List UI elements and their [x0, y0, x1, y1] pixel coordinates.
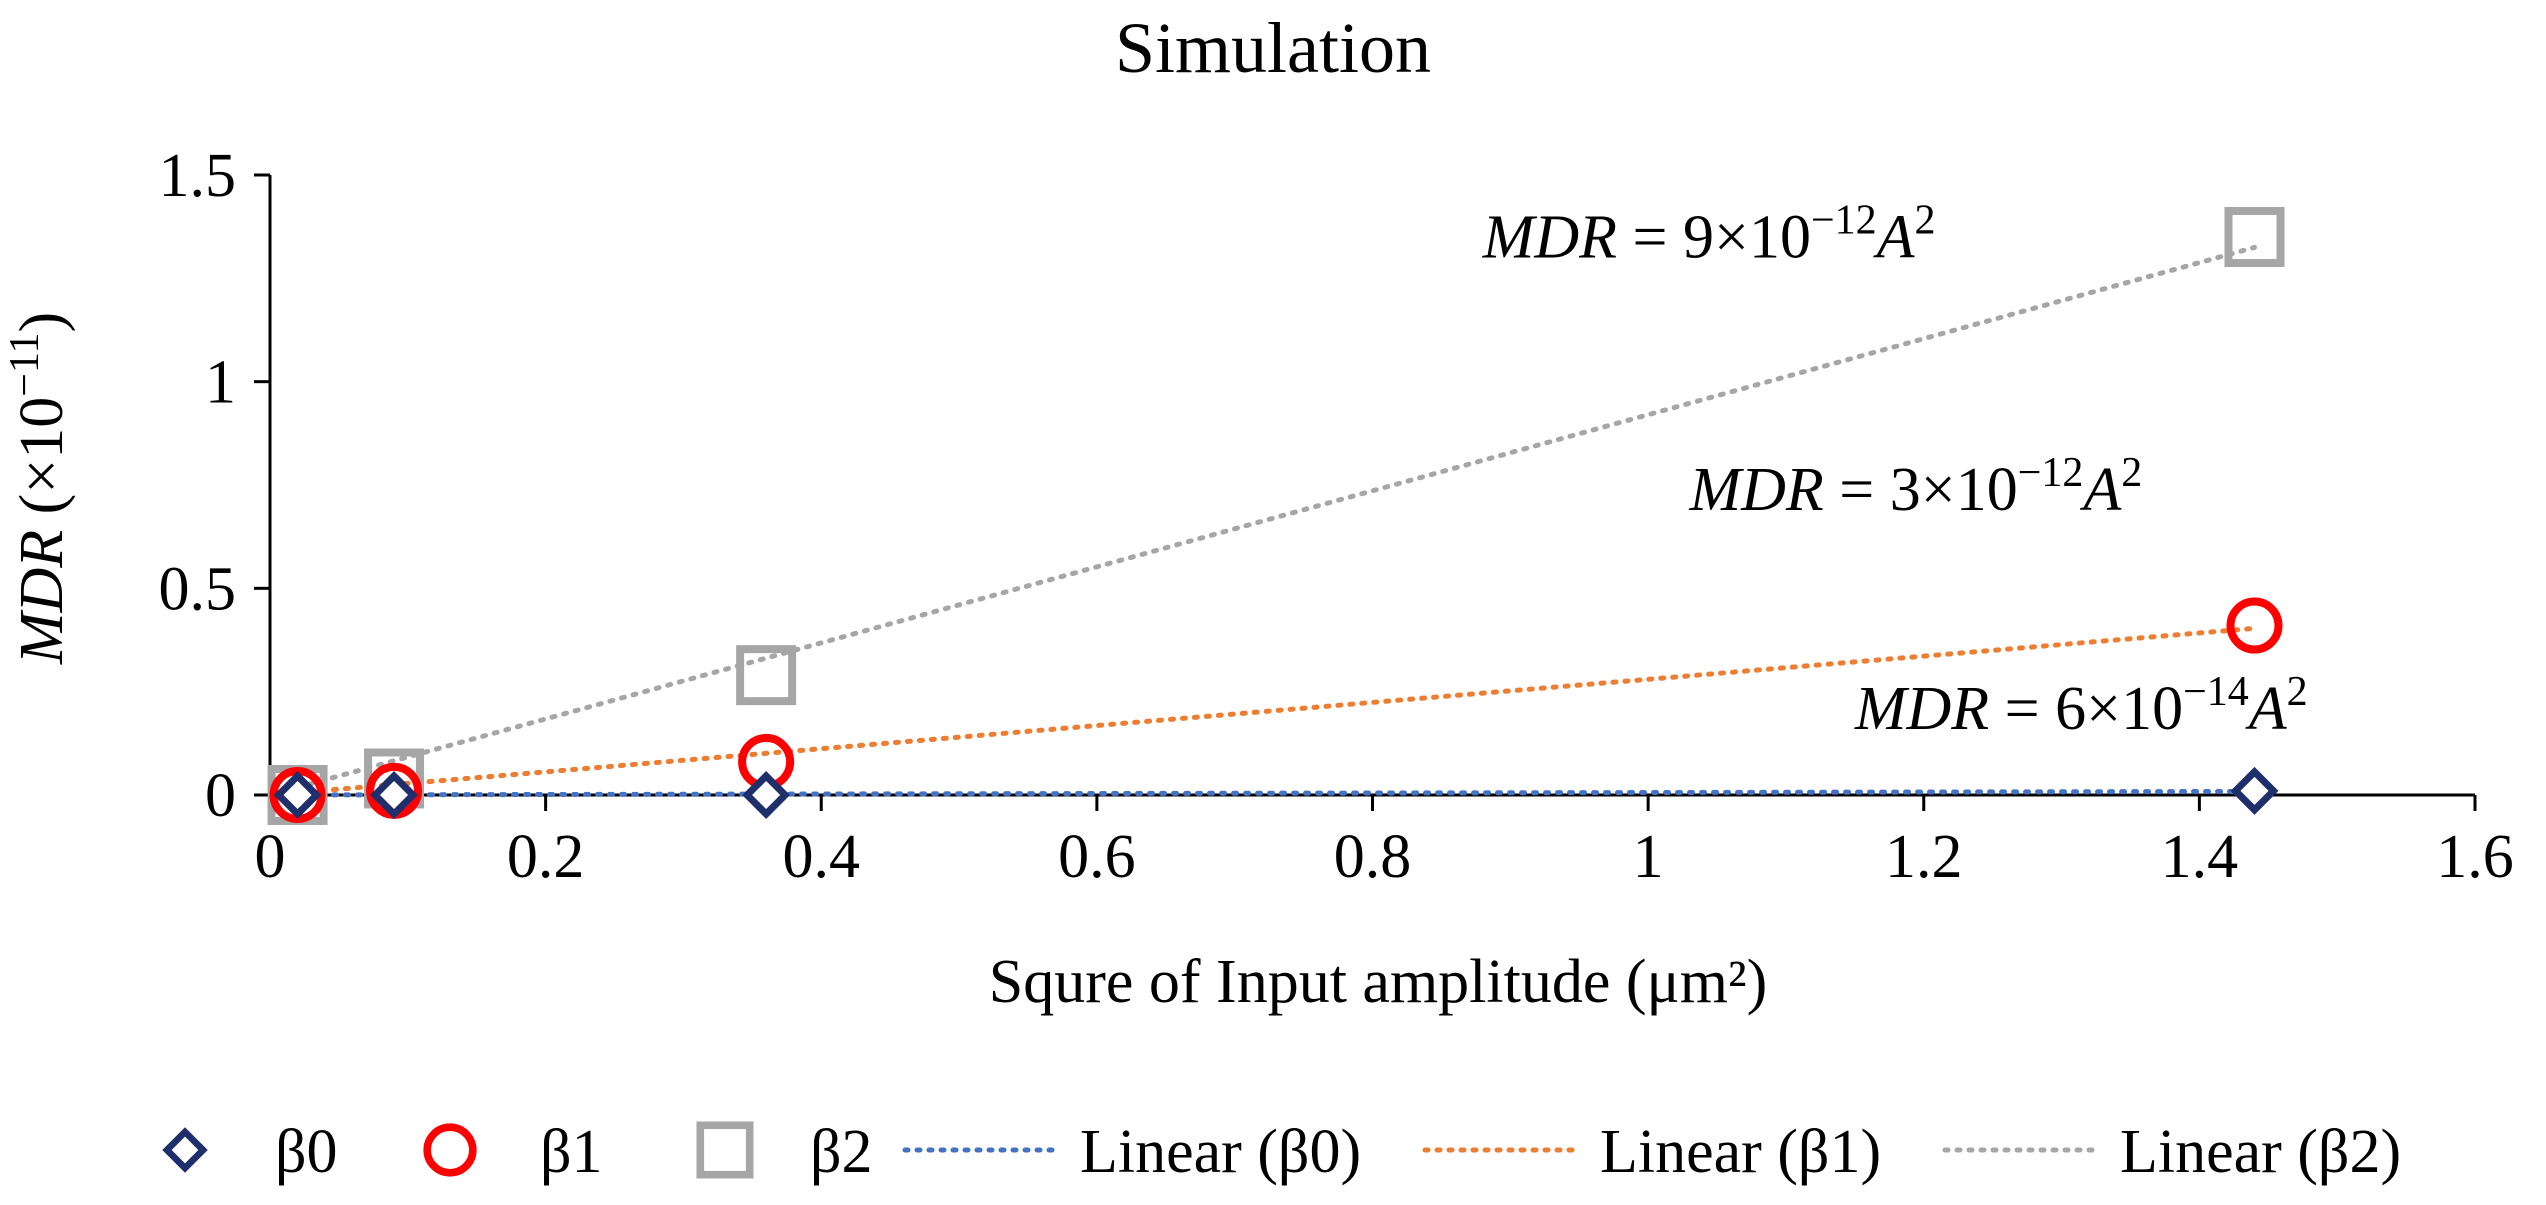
equation-label-amplitude: A	[2079, 456, 2122, 524]
x-tick-label: 0	[255, 823, 286, 891]
equation-label-amplitude: A	[1873, 204, 1916, 272]
y-axis-label-italic: MDR	[8, 530, 76, 665]
x-tick-label: 1.6	[2436, 823, 2514, 891]
legend-marker-circle	[423, 1123, 477, 1177]
x-tick-label: 0.8	[1334, 823, 1412, 891]
equation-label-var: MDR	[1482, 204, 1617, 272]
equation-label-var: MDR	[1854, 675, 1989, 743]
data-point-diamond	[2230, 766, 2279, 815]
y-tick-label: 0	[205, 762, 236, 830]
x-tick-label: 0.6	[1058, 823, 1136, 891]
legend-label: Linear (β0)	[1080, 1118, 1361, 1186]
x-tick-label: 1.4	[2161, 823, 2239, 891]
x-axis-ticks: 0 0.2 0.4 0.6 0.8 1 1.2 1.4 1.6	[255, 795, 2514, 891]
trendline	[295, 244, 2257, 790]
y-axis-label: MDR (×10−11)	[2, 312, 76, 665]
data-point-diamond	[370, 771, 418, 819]
data-points	[267, 207, 2285, 825]
y-axis-label-exponent: −11	[2, 333, 48, 397]
x-tick-label: 0.4	[783, 823, 861, 891]
data-point-diamond	[742, 771, 791, 819]
data-point-diamond	[273, 771, 322, 819]
equation-label-power: 2	[1915, 198, 1936, 244]
legend-label: Linear (β2)	[2120, 1118, 2401, 1186]
y-tick-label: 1.5	[159, 142, 237, 210]
y-tick-label: 1	[205, 349, 236, 417]
data-point-circle	[269, 767, 326, 823]
legend-marker-square	[696, 1121, 754, 1179]
x-tick-label: 1.2	[1885, 823, 1963, 891]
equation-label-exponent: −14	[2183, 669, 2249, 715]
y-axis-ticks: 0 0.5 1 1.5	[159, 142, 270, 830]
legend-marker-diamond	[162, 1127, 208, 1173]
equation-label-var: MDR	[1688, 456, 1823, 524]
data-point-square	[2224, 207, 2285, 267]
equation-label-power: 2	[2121, 450, 2142, 496]
legend-label: Linear (β1)	[1600, 1118, 1881, 1186]
equation-label-coef: = 3×10	[1824, 456, 2018, 524]
legend-label: β1	[540, 1118, 603, 1186]
y-axis-label-unit: (×10	[8, 397, 76, 530]
equation-label-amplitude: A	[2245, 675, 2288, 743]
data-point-circle	[2226, 597, 2283, 654]
equation-label-power: 2	[2287, 669, 2308, 715]
equation-label: MDR = 3×10−12A2	[1688, 450, 2142, 524]
equation-label-exponent: −12	[1811, 198, 1877, 244]
x-axis-label: Squre of Input amplitude (μm²)	[989, 948, 1767, 1016]
legend-label: β2	[810, 1118, 873, 1186]
legend-label: β0	[275, 1118, 338, 1186]
equation-label-coef: = 6×10	[1989, 675, 2183, 743]
equation-label: MDR = 6×10−14A2	[1854, 669, 2308, 743]
trendline	[295, 788, 2257, 798]
equation-label: MDR = 9×10−12A2	[1482, 198, 1936, 272]
y-axis-label-close: )	[8, 312, 76, 333]
legend: β0 β1 β2 Linear (β0) Linear (β1) Linear (β2)	[162, 1118, 2401, 1186]
equation-label-coef: = 9×10	[1617, 204, 1811, 272]
chart-title: Simulation	[1115, 8, 1431, 88]
x-tick-label: 0.2	[507, 823, 585, 891]
y-tick-label: 0.5	[159, 555, 237, 623]
data-point-square	[736, 645, 797, 706]
x-tick-label: 1	[1633, 823, 1664, 891]
trendline	[295, 625, 2257, 796]
trendlines	[295, 244, 2257, 798]
equation-label-exponent: −12	[2018, 450, 2084, 496]
